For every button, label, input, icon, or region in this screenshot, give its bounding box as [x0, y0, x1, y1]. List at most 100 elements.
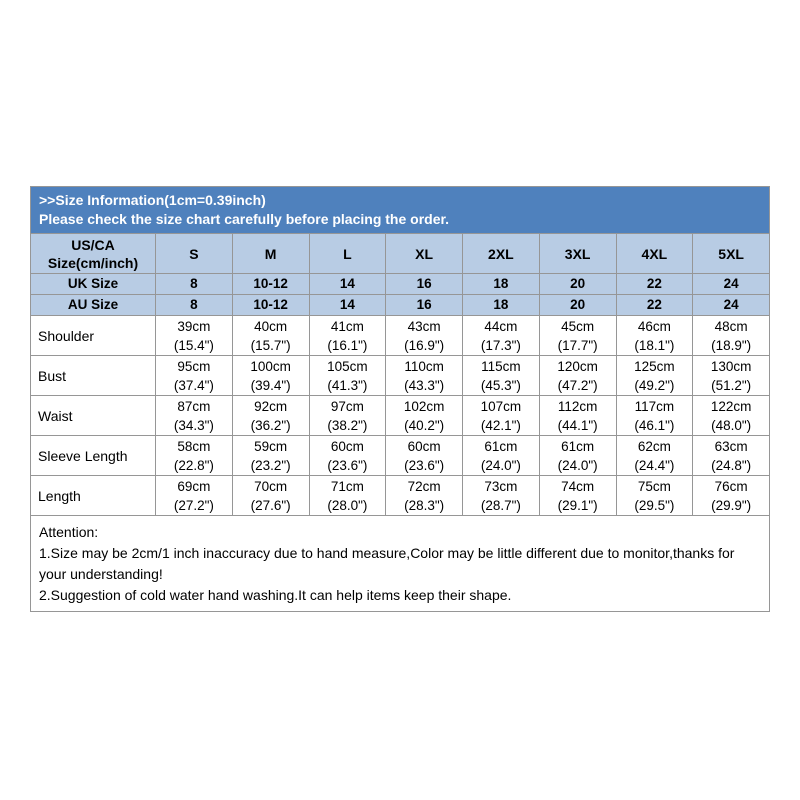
value-inch: (43.3")	[404, 377, 445, 393]
value-cm: 46cm	[637, 318, 671, 334]
au-size-row: AU Size 8 10-12 14 16 18 20 22 24	[30, 294, 770, 316]
value-inch: (27.2")	[173, 497, 214, 513]
value-inch: (46.1")	[634, 417, 675, 433]
measurement-value-cell: 122cm (48.0")	[692, 395, 770, 436]
value-inch: (15.7")	[250, 337, 291, 353]
value-inch: (41.3")	[327, 377, 368, 393]
value-inch: (28.7")	[480, 497, 521, 513]
uk-size-row: UK Size 8 10-12 14 16 18 20 22 24	[30, 273, 770, 295]
size-column-header: 2XL	[462, 233, 540, 274]
value-cm: 76cm	[714, 478, 748, 494]
value-cm: 60cm	[407, 438, 441, 454]
value-cm: 69cm	[177, 478, 211, 494]
value-cm: 58cm	[177, 438, 211, 454]
uk-size-value-cell: 20	[538, 273, 617, 295]
value-inch: (45.3")	[480, 377, 521, 393]
value-cm: 95cm	[177, 358, 211, 374]
size-column-header: L	[308, 233, 387, 274]
value-inch: (24.0")	[557, 457, 598, 473]
value-cm: 97cm	[330, 398, 364, 414]
uk-size-value-cell: 10-12	[231, 273, 310, 295]
measurement-value-cell: 70cm (27.6")	[231, 475, 310, 516]
value-inch: (17.7")	[557, 337, 598, 353]
value-cm: 59cm	[254, 438, 288, 454]
value-cm: 63cm	[714, 438, 748, 454]
value-inch: (27.6")	[250, 497, 291, 513]
value-inch: (24.0")	[480, 457, 521, 473]
us-ca-header-line2: Size(cm/inch)	[47, 254, 139, 271]
value-inch: (39.4")	[250, 377, 291, 393]
value-cm: 61cm	[561, 438, 595, 454]
size-info-banner: >>Size Information(1cm=0.39inch) Please …	[30, 186, 770, 234]
uk-size-value-cell: 16	[385, 273, 463, 295]
uk-size-value-cell: 14	[308, 273, 387, 295]
attention-line2: 2.Suggestion of cold water hand washing.…	[39, 586, 512, 603]
measurement-value-cell: 102cm (40.2")	[385, 395, 463, 436]
measurement-value-cell: 45cm (17.7")	[538, 315, 617, 356]
value-inch: (36.2")	[250, 417, 291, 433]
us-ca-header-line1: US/CA	[71, 236, 115, 253]
size-column-header: 3XL	[538, 233, 617, 274]
banner-row: >>Size Information(1cm=0.39inch) Please …	[30, 186, 770, 234]
value-cm: 74cm	[561, 478, 595, 494]
measurement-row-shoulder: Shoulder 39cm (15.4") 40cm (15.7") 41cm (16.1"…	[30, 315, 770, 356]
value-cm: 115cm	[481, 358, 521, 374]
attention-title: Attention:	[39, 523, 99, 540]
value-cm: 112cm	[557, 398, 598, 414]
value-cm: 122cm	[710, 398, 752, 414]
measurement-value-cell: 39cm (15.4")	[155, 315, 233, 356]
au-size-value-cell: 8	[155, 294, 233, 316]
measurement-label: Waist	[30, 395, 156, 436]
size-chart-table: >>Size Information(1cm=0.39inch) Please …	[30, 186, 770, 612]
measurement-row-bust: Bust 95cm (37.4") 100cm (39.4") 105cm (41.3") 1…	[30, 355, 770, 396]
size-column-header: S	[155, 233, 233, 274]
value-cm: 117cm	[634, 398, 675, 414]
measurement-value-cell: 75cm (29.5")	[615, 475, 694, 516]
value-inch: (16.1")	[327, 337, 368, 353]
size-column-header: XL	[385, 233, 463, 274]
value-cm: 110cm	[404, 358, 444, 374]
value-inch: (49.2")	[634, 377, 675, 393]
measurement-row-sleeve-length: Sleeve Length 58cm (22.8") 59cm (23.2") 60cm (…	[30, 435, 770, 476]
us-ca-size-header: US/CA Size(cm/inch)	[30, 233, 156, 274]
attention-row: Attention: 1.Size may be 2cm/1 inch inac…	[30, 515, 770, 612]
au-size-value-cell: 14	[308, 294, 387, 316]
measurement-value-cell: 95cm (37.4")	[155, 355, 233, 396]
measurement-row-length: Length 69cm (27.2") 70cm (27.6") 71cm (28.0") 7…	[30, 475, 770, 516]
value-inch: (23.2")	[250, 457, 291, 473]
value-cm: 87cm	[177, 398, 211, 414]
measurement-value-cell: 110cm (43.3")	[385, 355, 463, 396]
measurement-value-cell: 58cm (22.8")	[155, 435, 233, 476]
value-inch: (47.2")	[557, 377, 598, 393]
au-size-value-cell: 16	[385, 294, 463, 316]
measurement-row-waist: Waist 87cm (34.3") 92cm (36.2") 97cm (38.2") 10…	[30, 395, 770, 436]
measurement-value-cell: 76cm (29.9")	[692, 475, 770, 516]
value-inch: (29.1")	[557, 497, 598, 513]
au-size-value-cell: 18	[462, 294, 540, 316]
value-cm: 72cm	[407, 478, 441, 494]
measurement-label: Length	[30, 475, 156, 516]
measurement-value-cell: 69cm (27.2")	[155, 475, 233, 516]
value-inch: (34.3")	[173, 417, 214, 433]
uk-size-label: UK Size	[30, 273, 156, 295]
value-cm: 39cm	[177, 318, 211, 334]
uk-size-value-cell: 24	[692, 273, 770, 295]
value-inch: (16.9")	[404, 337, 445, 353]
banner-line1: >>Size Information(1cm=0.39inch)	[39, 192, 266, 208]
value-inch: (48.0")	[711, 417, 752, 433]
measurement-value-cell: 112cm (44.1")	[538, 395, 617, 436]
value-cm: 43cm	[407, 318, 441, 334]
value-cm: 61cm	[484, 438, 518, 454]
value-cm: 102cm	[403, 398, 445, 414]
value-inch: (42.1")	[480, 417, 521, 433]
measurement-value-cell: 125cm (49.2")	[615, 355, 694, 396]
measurement-value-cell: 63cm (24.8")	[692, 435, 770, 476]
au-size-value-cell: 24	[692, 294, 770, 316]
value-inch: (38.2")	[327, 417, 368, 433]
measurement-value-cell: 44cm (17.3")	[462, 315, 540, 356]
value-cm: 44cm	[484, 318, 518, 334]
value-inch: (51.2")	[711, 377, 752, 393]
measurement-value-cell: 73cm (28.7")	[462, 475, 540, 516]
value-cm: 125cm	[634, 358, 675, 374]
au-size-value-cell: 20	[538, 294, 617, 316]
